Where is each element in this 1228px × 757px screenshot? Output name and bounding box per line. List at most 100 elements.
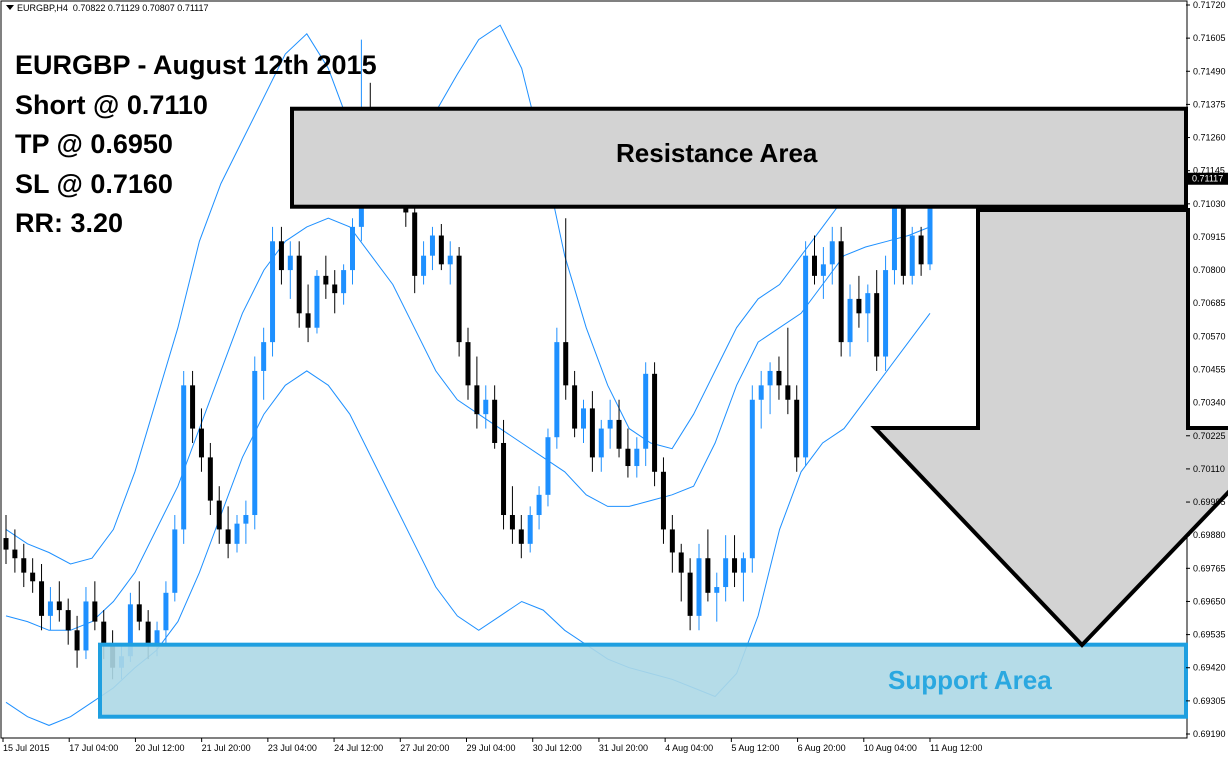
candle-body bbox=[927, 180, 933, 265]
candle bbox=[341, 264, 347, 305]
candle bbox=[554, 327, 560, 449]
candle bbox=[234, 515, 240, 553]
candle-body bbox=[758, 385, 764, 400]
caret-down-icon bbox=[6, 5, 14, 10]
candle bbox=[758, 370, 764, 429]
y-tick-label: 0.69305 bbox=[1193, 696, 1226, 706]
candle bbox=[30, 558, 36, 593]
candle-body bbox=[625, 448, 631, 467]
candle bbox=[909, 226, 915, 285]
candle-body bbox=[696, 558, 702, 616]
y-tick-label: 0.69650 bbox=[1193, 596, 1226, 606]
candle bbox=[483, 385, 489, 429]
trade-info: EURGBP - August 12th 2015 Short @ 0.7110… bbox=[15, 46, 377, 244]
support-zone bbox=[98, 642, 1188, 719]
candle bbox=[83, 587, 89, 660]
candle bbox=[643, 362, 649, 467]
down-arrow-icon bbox=[870, 208, 1228, 648]
candle-body bbox=[92, 601, 98, 622]
candle-body bbox=[438, 235, 444, 265]
y-tick-label: 0.69880 bbox=[1193, 530, 1226, 540]
x-tick-label: 21 Jul 20:00 bbox=[202, 743, 251, 753]
candle bbox=[785, 327, 791, 415]
candle-body bbox=[678, 552, 684, 573]
x-tick-label: 11 Aug 12:00 bbox=[930, 743, 982, 753]
candle-body bbox=[172, 529, 178, 593]
chart-header: EURGBP,H4 0.70822 0.71129 0.70807 0.7111… bbox=[6, 3, 209, 13]
candle bbox=[421, 241, 427, 285]
candle bbox=[163, 581, 169, 645]
y-tick-label: 0.70570 bbox=[1193, 331, 1226, 341]
candle-body bbox=[794, 399, 800, 458]
candle bbox=[518, 515, 524, 559]
candles bbox=[3, 39, 933, 680]
candle-body bbox=[465, 342, 471, 386]
candle-body bbox=[74, 630, 80, 651]
x-tick-label: 10 Aug 04:00 bbox=[864, 743, 917, 753]
candle bbox=[447, 241, 453, 285]
candle bbox=[412, 206, 418, 294]
zones bbox=[98, 106, 1228, 719]
candle-body bbox=[607, 419, 613, 429]
candle-body bbox=[669, 529, 675, 553]
candle-body bbox=[572, 385, 578, 429]
candle bbox=[820, 247, 826, 299]
candle-body bbox=[39, 581, 45, 616]
candle bbox=[749, 385, 755, 573]
candle-body bbox=[65, 610, 71, 631]
candle-body bbox=[847, 298, 853, 343]
x-tick-label: 29 Jul 04:00 bbox=[467, 743, 516, 753]
candle-body bbox=[732, 558, 738, 573]
candle-body bbox=[305, 313, 311, 328]
candle-body bbox=[225, 529, 231, 544]
candle bbox=[465, 327, 471, 400]
x-tick-label: 17 Jul 04:00 bbox=[69, 743, 118, 753]
candle bbox=[92, 581, 98, 631]
candle-body bbox=[581, 408, 586, 429]
candle-body bbox=[47, 601, 53, 616]
candle-body bbox=[198, 428, 204, 458]
candle-body bbox=[634, 448, 640, 467]
candle bbox=[261, 327, 267, 400]
candle-body bbox=[918, 235, 924, 265]
y-tick-label: 0.69190 bbox=[1193, 729, 1226, 739]
trade-take-profit: TP @ 0.6950 bbox=[15, 129, 173, 159]
candle bbox=[794, 385, 800, 472]
candle-body bbox=[332, 284, 338, 294]
candle bbox=[767, 362, 773, 415]
candle-body bbox=[865, 293, 871, 314]
time-axis: 15 Jul 2015 17 Jul 04:00 20 Jul 12:00 21 Ju… bbox=[2, 738, 982, 753]
candle bbox=[207, 442, 213, 516]
candle bbox=[732, 535, 738, 588]
candle-body bbox=[181, 385, 187, 530]
x-tick-label: 4 Aug 04:00 bbox=[665, 743, 713, 753]
candle-body bbox=[30, 572, 36, 582]
candle bbox=[252, 356, 258, 530]
candle-body bbox=[296, 255, 302, 314]
candle-body bbox=[767, 370, 773, 386]
candle-body bbox=[56, 601, 62, 611]
candle-body bbox=[785, 385, 791, 400]
candle-body bbox=[714, 587, 720, 593]
candle bbox=[438, 223, 444, 271]
candle-body bbox=[820, 264, 826, 276]
x-tick-label: 15 Jul 2015 bbox=[3, 743, 50, 753]
candle bbox=[429, 226, 435, 271]
candle bbox=[625, 428, 631, 478]
candle-body bbox=[660, 471, 666, 530]
candle-body bbox=[803, 255, 809, 458]
candle bbox=[687, 558, 693, 631]
candle-body bbox=[883, 270, 889, 357]
candle bbox=[527, 506, 533, 553]
candle-body bbox=[145, 621, 151, 645]
support-label: Support Area bbox=[888, 665, 1052, 695]
y-tick-label: 0.70800 bbox=[1193, 265, 1226, 275]
candle bbox=[492, 385, 498, 449]
candle-body bbox=[429, 235, 435, 256]
candle bbox=[332, 270, 338, 314]
candle bbox=[190, 370, 196, 443]
candle bbox=[607, 399, 613, 449]
candle-body bbox=[589, 408, 595, 458]
candle bbox=[296, 241, 302, 328]
